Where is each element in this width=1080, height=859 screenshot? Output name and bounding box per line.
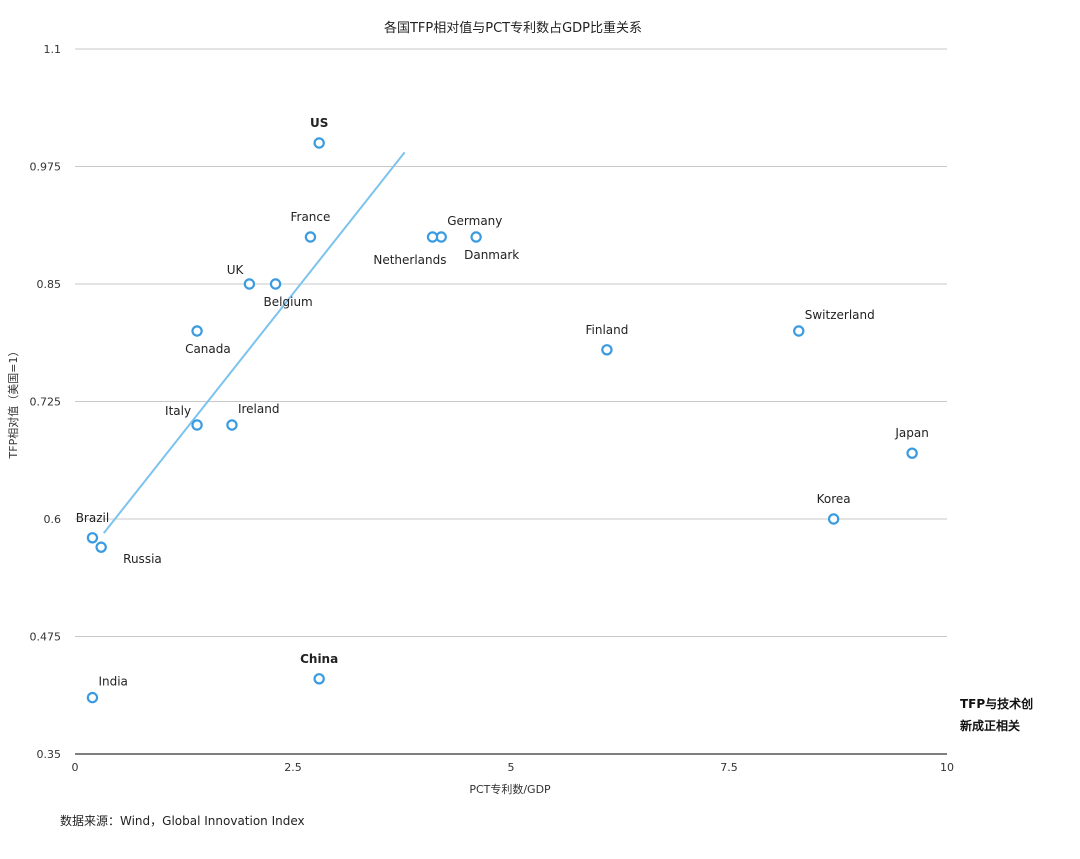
x-axis-label: PCT专利数/GDP	[469, 782, 551, 796]
axes: 0.35 0.475 0.6 0.725 0.85 0.975 1.1 0 2.5 5 7.5 10	[30, 43, 955, 774]
x-tick-label: 10	[940, 761, 954, 774]
annotation-note: TFP与技术创 新成正相关	[960, 693, 1070, 737]
data-point	[191, 325, 203, 337]
point-label: Netherlands	[373, 253, 446, 267]
data-point	[243, 278, 256, 290]
point-label: Brazil	[76, 511, 110, 525]
data-point	[86, 691, 99, 704]
point-label: France	[290, 210, 330, 224]
x-tick-label: 2.5	[284, 761, 302, 774]
point-label: Finland	[585, 323, 628, 337]
point-label: UK	[227, 263, 245, 277]
point-label: Ireland	[238, 402, 280, 416]
y-axis-label: TFP相对值（美国=1）	[6, 346, 20, 460]
annotation-line-1: TFP与技术创	[960, 697, 1034, 711]
point-label: India	[98, 675, 127, 689]
grid-lines	[75, 48, 947, 637]
data-point	[906, 447, 918, 459]
data-point	[470, 231, 482, 243]
point-label: Korea	[817, 492, 851, 506]
data-point	[191, 419, 203, 431]
y-tick-label: 0.85	[37, 278, 62, 291]
data-point	[601, 344, 613, 356]
y-tick-label: 0.6	[44, 513, 62, 526]
y-tick-label: 0.725	[30, 396, 62, 409]
data-source: 数据来源：Wind，Global Innovation Index	[60, 814, 305, 828]
data-point	[793, 325, 805, 337]
point-label: Russia	[123, 552, 162, 566]
y-tick-label: 0.475	[30, 631, 62, 644]
point-label: Italy	[165, 404, 191, 418]
data-point	[426, 231, 439, 243]
data-point	[226, 419, 238, 431]
scatter-chart: 各国TFP相对值与PCT专利数占GDP比重关系 0.35 0.475 0.6 0.72…	[6, 20, 955, 796]
x-tick-label: 5	[508, 761, 515, 774]
chart-title: 各国TFP相对值与PCT专利数占GDP比重关系	[384, 20, 642, 36]
point-label: China	[300, 652, 338, 666]
point-label: Germany	[447, 214, 502, 228]
trendline	[102, 151, 406, 534]
trendline-group	[102, 151, 406, 534]
data-point	[313, 673, 325, 685]
y-tick-label: 0.975	[30, 161, 62, 174]
data-point	[827, 513, 840, 525]
point-label: Canada	[185, 342, 231, 356]
y-tick-label: 1.1	[44, 43, 62, 56]
data-point	[304, 231, 317, 243]
annotation-line-2: 新成正相关	[960, 719, 1021, 733]
x-tick-label: 0	[72, 761, 79, 774]
data-point	[313, 137, 325, 149]
y-tick-label: 0.35	[37, 748, 62, 761]
point-label: Switzerland	[805, 308, 875, 322]
x-tick-label: 7.5	[720, 761, 738, 774]
point-label: Belgium	[264, 295, 313, 309]
data-point	[86, 532, 99, 544]
data-point	[95, 541, 107, 553]
data-points	[86, 137, 918, 704]
point-labels: US France Germany Netherlands Danmark UK Belgi…	[76, 116, 929, 689]
data-point	[269, 278, 282, 290]
point-label: Japan	[894, 426, 928, 440]
point-label: US	[310, 116, 328, 130]
point-label: Danmark	[464, 248, 519, 262]
